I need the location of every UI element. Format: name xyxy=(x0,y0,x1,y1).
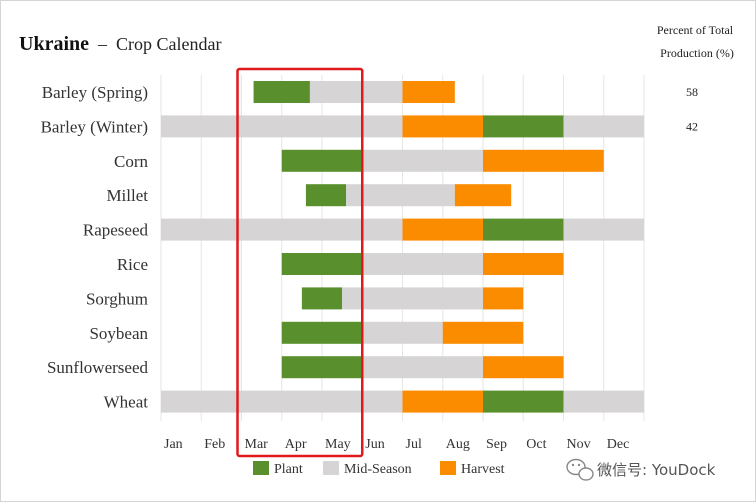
title-rest: Crop Calendar xyxy=(116,34,221,54)
month-label-dec: Dec xyxy=(607,437,630,452)
bar-harvest xyxy=(483,253,564,275)
month-label-aug: Aug xyxy=(446,437,470,452)
month-label-jun: Jun xyxy=(365,437,384,452)
crop-label: Rapeseed xyxy=(83,221,149,240)
legend: Plant Mid-Season Harvest xyxy=(253,461,505,477)
labels-layer: Jan Feb Mar Apr May Jun Jul Aug Sep Oct Nov Dec Barl… xyxy=(41,83,698,452)
bar-mid xyxy=(362,149,483,172)
bar-harvest xyxy=(442,321,524,344)
bar-harvest xyxy=(454,184,512,207)
title-country: Ukraine xyxy=(19,33,89,55)
month-label-feb: Feb xyxy=(204,437,225,452)
bar-harvest xyxy=(483,356,564,379)
bar-mid xyxy=(362,321,443,344)
bar-plant xyxy=(483,218,564,241)
bar-plant xyxy=(483,390,564,413)
bar-mid xyxy=(161,390,403,413)
crop-label: Wheat xyxy=(104,393,149,412)
month-label-jan: Jan xyxy=(164,437,183,452)
highlight-box xyxy=(236,67,364,458)
watermark: 微信号: YouDock xyxy=(566,458,716,481)
crop-label: Corn xyxy=(114,152,149,171)
crop-label: Rice xyxy=(117,255,148,274)
bar-mid xyxy=(342,287,483,310)
chart-title: Ukraine – Crop Calendar xyxy=(19,33,221,55)
crop-label: Barley (Winter) xyxy=(41,117,148,136)
bar-harvest xyxy=(483,287,524,310)
percent-header-line1: Percent of Total xyxy=(657,23,734,37)
crop-label: Barley (Spring) xyxy=(42,83,148,102)
watermark-text: 微信号: YouDock xyxy=(597,461,716,479)
month-label-nov: Nov xyxy=(567,437,591,452)
legend-swatch-mid xyxy=(323,461,339,475)
month-label-sep: Sep xyxy=(486,437,507,452)
bar-harvest xyxy=(402,81,455,103)
wechat-icon xyxy=(566,458,594,481)
month-label-mar: Mar xyxy=(245,437,269,452)
percent-value: 42 xyxy=(686,119,698,133)
bar-harvest xyxy=(402,115,483,138)
bar-harvest xyxy=(402,390,483,413)
month-label-may: May xyxy=(325,437,351,452)
bar-plant xyxy=(281,356,363,379)
crop-label: Millet xyxy=(106,186,148,205)
legend-label-mid: Mid-Season xyxy=(344,462,412,477)
bar-plant xyxy=(483,115,564,138)
bar-plant xyxy=(301,287,343,310)
month-label-apr: Apr xyxy=(285,437,307,452)
bar-mid xyxy=(362,356,483,379)
title-dash: – xyxy=(97,34,108,54)
bar-mid xyxy=(563,390,644,413)
bars-layer xyxy=(161,81,644,413)
bar-mid xyxy=(563,218,644,241)
bar-harvest xyxy=(402,218,483,241)
legend-swatch-harvest xyxy=(440,461,456,475)
month-label-jul: Jul xyxy=(406,437,422,452)
bar-mid xyxy=(563,115,644,138)
bar-plant xyxy=(305,184,347,207)
percent-value: 58 xyxy=(686,85,698,99)
crop-label: Soybean xyxy=(89,324,148,343)
bar-mid xyxy=(309,81,403,103)
legend-label-harvest: Harvest xyxy=(461,462,505,477)
crop-label: Sunflowerseed xyxy=(47,358,149,377)
bar-mid xyxy=(161,218,403,241)
crop-label: Sorghum xyxy=(86,289,148,308)
bar-plant xyxy=(281,149,363,172)
bar-mid xyxy=(346,184,455,207)
legend-label-plant: Plant xyxy=(274,462,303,477)
bar-plant xyxy=(281,253,363,275)
legend-swatch-plant xyxy=(253,461,269,475)
bar-mid xyxy=(161,115,403,138)
month-label-oct: Oct xyxy=(526,437,546,452)
bar-plant xyxy=(281,321,363,344)
percent-header-line2: Production (%) xyxy=(660,46,734,60)
bar-mid xyxy=(362,253,483,275)
bar-harvest xyxy=(483,149,604,172)
bar-plant xyxy=(253,81,310,103)
